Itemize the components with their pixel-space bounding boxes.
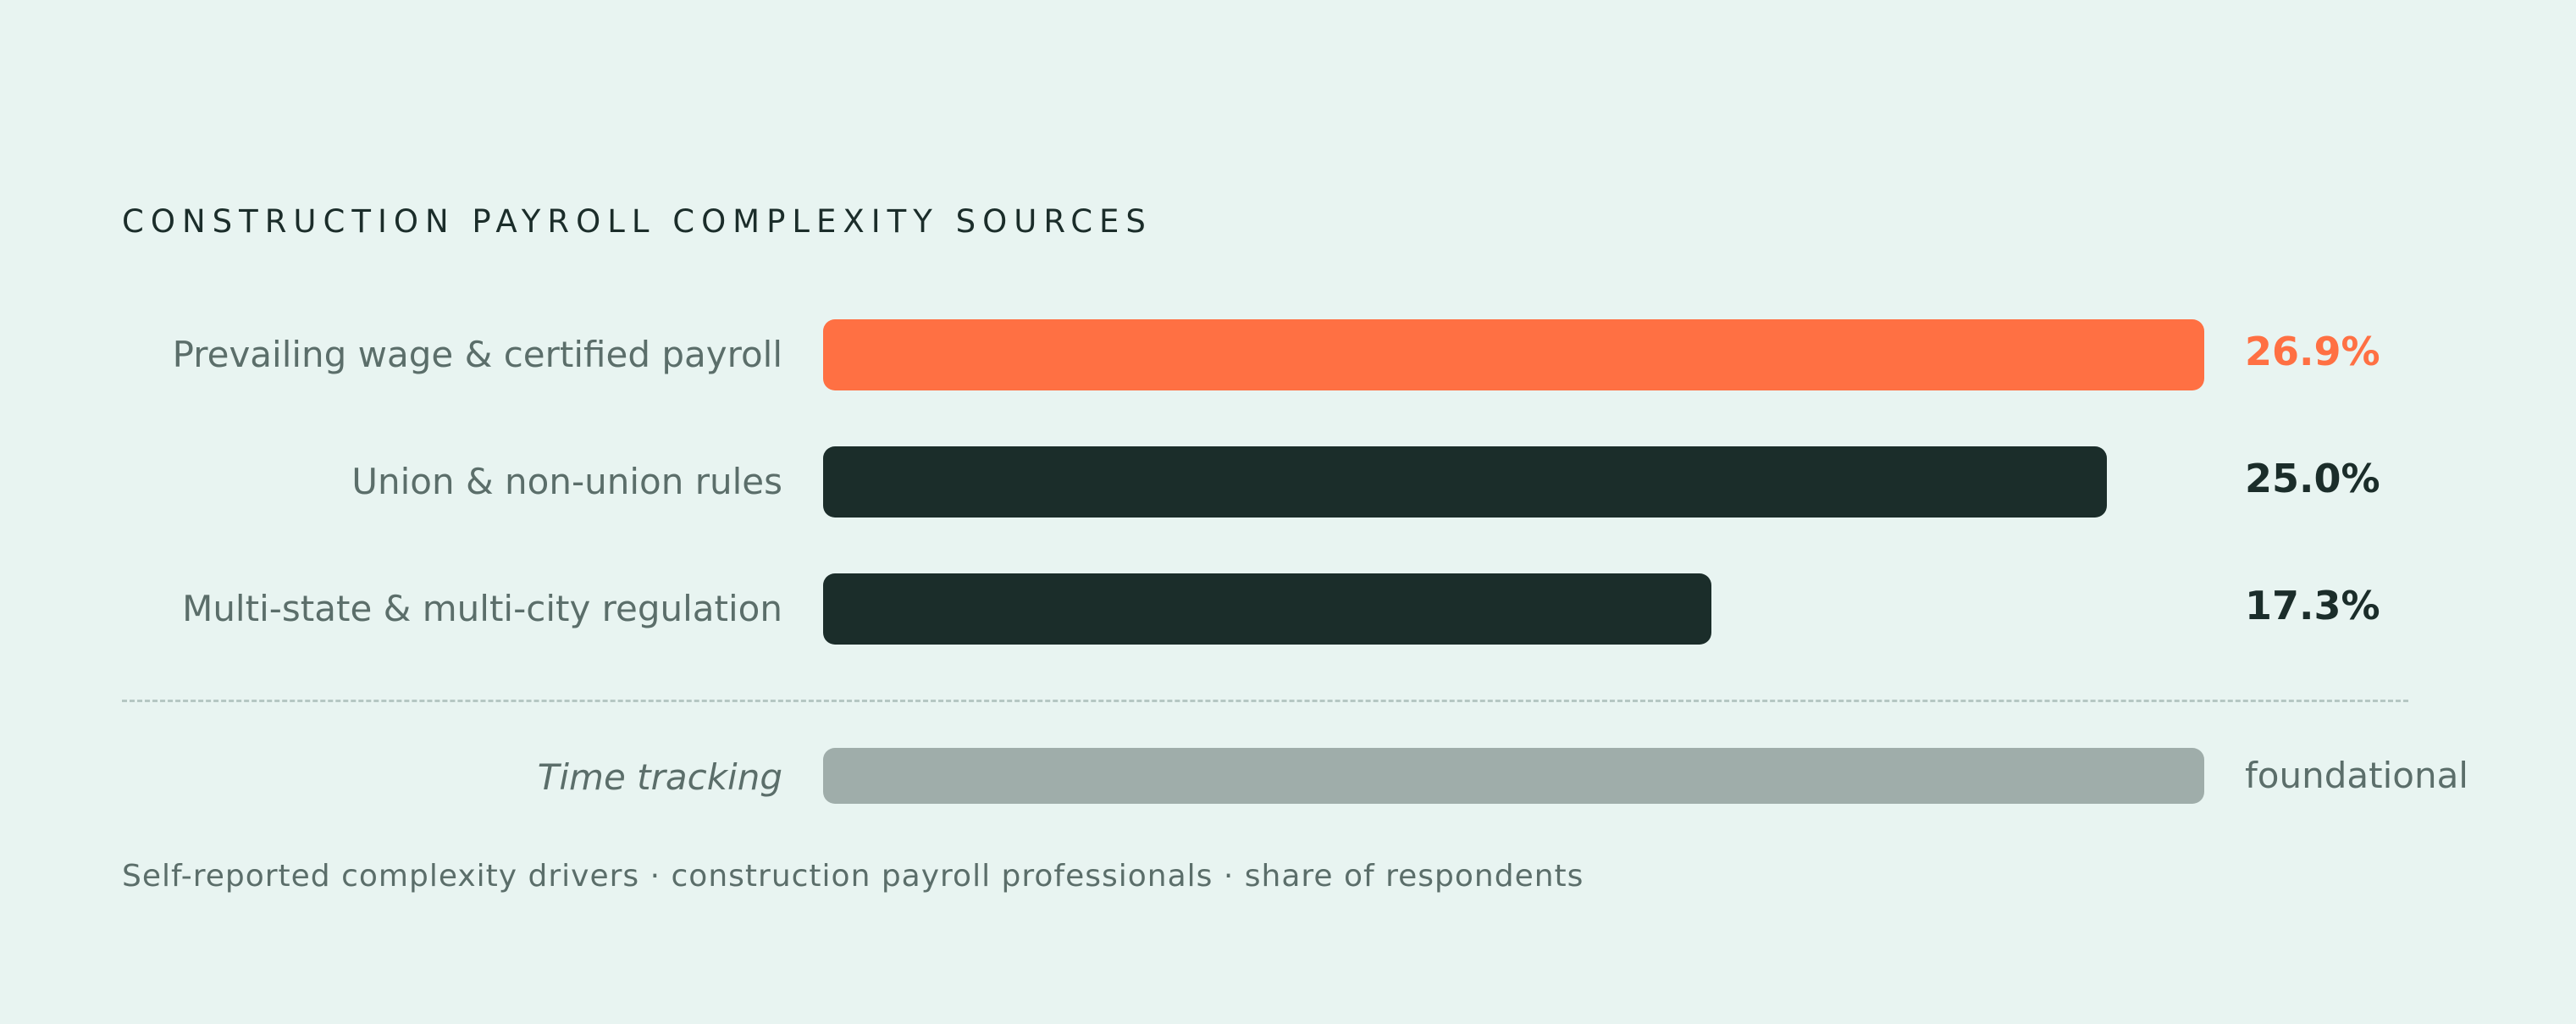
category-label: Prevailing wage & certified payroll xyxy=(172,334,782,375)
chart-title: CONSTRUCTION PAYROLL COMPLEXITY SOURCES xyxy=(122,203,1153,240)
value-label: 17.3% xyxy=(2245,583,2380,628)
baseline-bar xyxy=(823,748,2204,804)
category-label: Multi-state & multi-city regulation xyxy=(182,588,782,629)
baseline-value-label: foundational xyxy=(2245,755,2468,796)
value-label: 25.0% xyxy=(2245,456,2380,501)
category-label: Union & non-union rules xyxy=(351,461,782,502)
chart-caption: Self-reported complexity drivers · const… xyxy=(122,859,1584,894)
bar xyxy=(823,446,2107,518)
divider xyxy=(122,700,2408,702)
value-label: 26.9% xyxy=(2245,329,2380,374)
baseline-label: Time tracking xyxy=(537,756,782,798)
bar xyxy=(823,319,2204,390)
bar xyxy=(823,573,1711,645)
